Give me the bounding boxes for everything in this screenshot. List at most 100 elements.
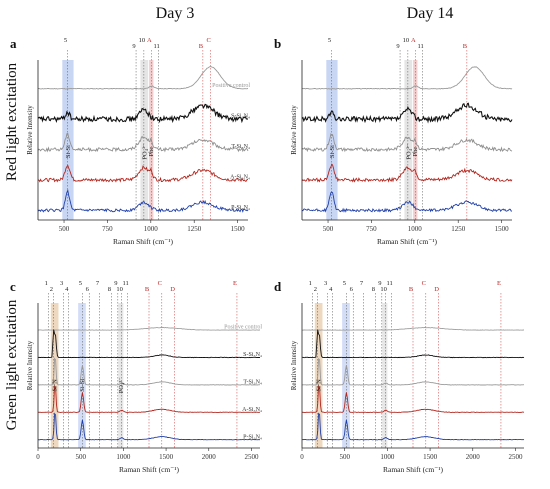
series-line [37, 132, 249, 153]
series-line [37, 329, 261, 359]
series-line [301, 66, 513, 90]
peak-label: 4 [65, 286, 69, 293]
band-label: Si-Si [79, 379, 86, 392]
highlight-band [326, 60, 338, 220]
peak-label: C [158, 280, 162, 287]
series-line [37, 164, 249, 183]
peak-label: 4 [329, 286, 333, 293]
peak-label: 5 [79, 280, 82, 287]
series-line [301, 191, 513, 213]
series-line [37, 385, 261, 413]
x-tick-label: 1500 [495, 225, 510, 233]
peak-label: 3 [60, 280, 63, 287]
series-label: A-Si₃N₄ [242, 407, 262, 413]
x-tick-label: 0 [36, 453, 40, 461]
series-label: Positive control [212, 83, 250, 89]
x-tick-label: 500 [59, 225, 70, 233]
peak-label: 2 [314, 286, 317, 293]
band-label: Phe [148, 147, 155, 157]
peak-label: 9 [396, 43, 399, 50]
row-title-top: Red light excitation [4, 62, 20, 181]
peak-label: 9 [114, 280, 117, 287]
highlight-band [140, 60, 149, 220]
highlight-band [118, 303, 124, 448]
peak-label: D [170, 286, 175, 293]
peak-label: 11 [153, 43, 159, 50]
x-tick-label: 750 [102, 225, 113, 233]
row-title-bottom: Green light excitation [4, 299, 20, 430]
peak-label: 2 [50, 286, 53, 293]
series-line [37, 188, 249, 213]
peak-label: 9 [132, 43, 135, 50]
series-line [301, 102, 513, 124]
peak-label: B [199, 43, 204, 50]
peak-label: 10 [403, 37, 410, 44]
peak-label: 6 [86, 286, 90, 293]
highlight-band [404, 60, 413, 220]
band-label: Si-Si [65, 145, 72, 158]
peak-label: E [233, 280, 237, 287]
x-tick-label: 1500 [231, 225, 246, 233]
series-line [38, 357, 261, 386]
panel-b: b 5 9 10 11A B Si-Si PO₄³⁻ Phe 500 750 1000 1250 1500… [274, 36, 513, 246]
highlight-band [62, 60, 74, 220]
highlight-band [342, 303, 350, 448]
peak-label: 9 [378, 280, 381, 287]
peak-label: 5 [328, 37, 331, 44]
peak-label: 1 [45, 280, 48, 287]
peak-label: B [463, 43, 468, 50]
band-label: Phe [412, 147, 419, 157]
series-line [37, 103, 249, 124]
x-axis-label: Raman Shift (cm⁻¹) [377, 237, 437, 246]
panel-letter: b [274, 36, 281, 51]
series-line [301, 327, 524, 331]
x-axis-label: Raman Shift (cm⁻¹) [119, 465, 179, 474]
x-axis-label: Raman Shift (cm⁻¹) [383, 465, 443, 474]
series-label: A-Si₃N₄ [230, 174, 250, 180]
peak-label: A [411, 37, 416, 44]
column-title-left: Day 3 [156, 5, 195, 22]
series-line [37, 326, 260, 331]
band-label: Si-Si [329, 145, 336, 158]
peak-label: 5 [343, 280, 346, 287]
y-axis-label: Relative Intensity [290, 340, 298, 390]
series-line [301, 357, 525, 386]
peak-label: 8 [108, 286, 111, 293]
series-label: Positive control [224, 325, 262, 331]
x-tick-label: 1500 [159, 453, 174, 461]
highlight-band [50, 303, 59, 448]
series-line [301, 163, 513, 183]
peak-label: 10 [139, 37, 146, 44]
x-axis-label: Raman Shift (cm⁻¹) [113, 237, 173, 246]
series-label: T-Si₃N₄ [243, 380, 262, 386]
y-axis-label: Relative Intensity [26, 105, 34, 155]
series-label: P-Si₃N₄ [243, 434, 262, 440]
x-tick-label: 2500 [508, 453, 523, 461]
column-title-right: Day 14 [407, 5, 454, 22]
panel-letter: a [10, 36, 17, 51]
x-tick-label: 2500 [244, 453, 259, 461]
series-line [37, 66, 249, 90]
panel-a: a 5 9 10 11A BC Positive control S-Si₃N₄ T-Si₃N₄… [10, 36, 250, 246]
band-label: Si-N [316, 379, 323, 392]
series-line [301, 132, 513, 153]
x-tick-label: 1250 [451, 225, 466, 233]
peak-label: C [207, 37, 211, 44]
x-tick-label: 1000 [144, 225, 159, 233]
highlight-band [382, 303, 388, 448]
peak-label: 5 [64, 37, 67, 44]
peak-label: 8 [372, 286, 375, 293]
peak-label: D [434, 286, 439, 293]
x-tick-label: 1000 [380, 453, 395, 461]
peak-label: 10 [116, 286, 123, 293]
series-label: P-Si₃N₄ [231, 205, 250, 211]
x-tick-label: 1000 [408, 225, 423, 233]
x-tick-label: 1250 [187, 225, 202, 233]
series-label: S-Si₃N₄ [243, 352, 262, 358]
band-label: PO₄³⁻ [118, 377, 125, 393]
band-label: PO₄³⁻ [141, 144, 148, 160]
